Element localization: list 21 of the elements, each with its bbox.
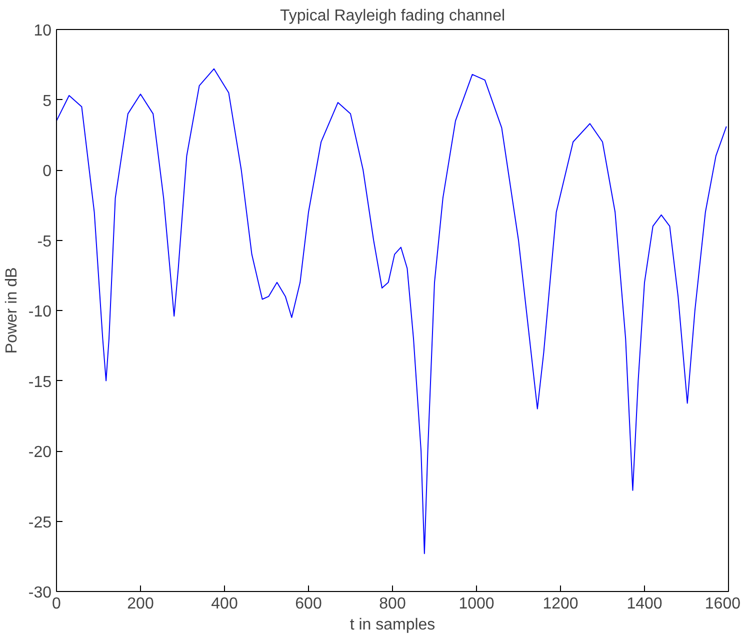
y-tick-label: -20 [28, 444, 52, 461]
y-tick-label: -25 [28, 514, 52, 532]
x-tick-label: 800 [379, 596, 406, 612]
y-tick-label: 5 [42, 92, 52, 110]
x-tick-label: 1200 [542, 596, 578, 612]
y-tick-label: -30 [28, 584, 52, 602]
y-tick-label: 0 [42, 163, 52, 180]
x-tick-label: 1400 [626, 596, 662, 612]
x-tick-label: 600 [295, 596, 322, 612]
line-series [56, 68, 727, 554]
y-axis-title: Power in dB [3, 267, 20, 354]
x-tick-label: 200 [127, 596, 154, 612]
y-tick-label: -15 [28, 374, 52, 391]
x-tick-label: 1000 [458, 596, 494, 612]
y-tick-label: -10 [28, 304, 52, 320]
x-tick-label: 1600 [704, 596, 741, 612]
x-axis-title: t in samples [350, 616, 436, 634]
y-tick-label: 10 [34, 22, 52, 40]
chart-title: Typical Rayleigh fading channel [280, 8, 506, 24]
y-tick-label: -5 [37, 233, 52, 250]
x-tick-label: 400 [211, 596, 238, 612]
